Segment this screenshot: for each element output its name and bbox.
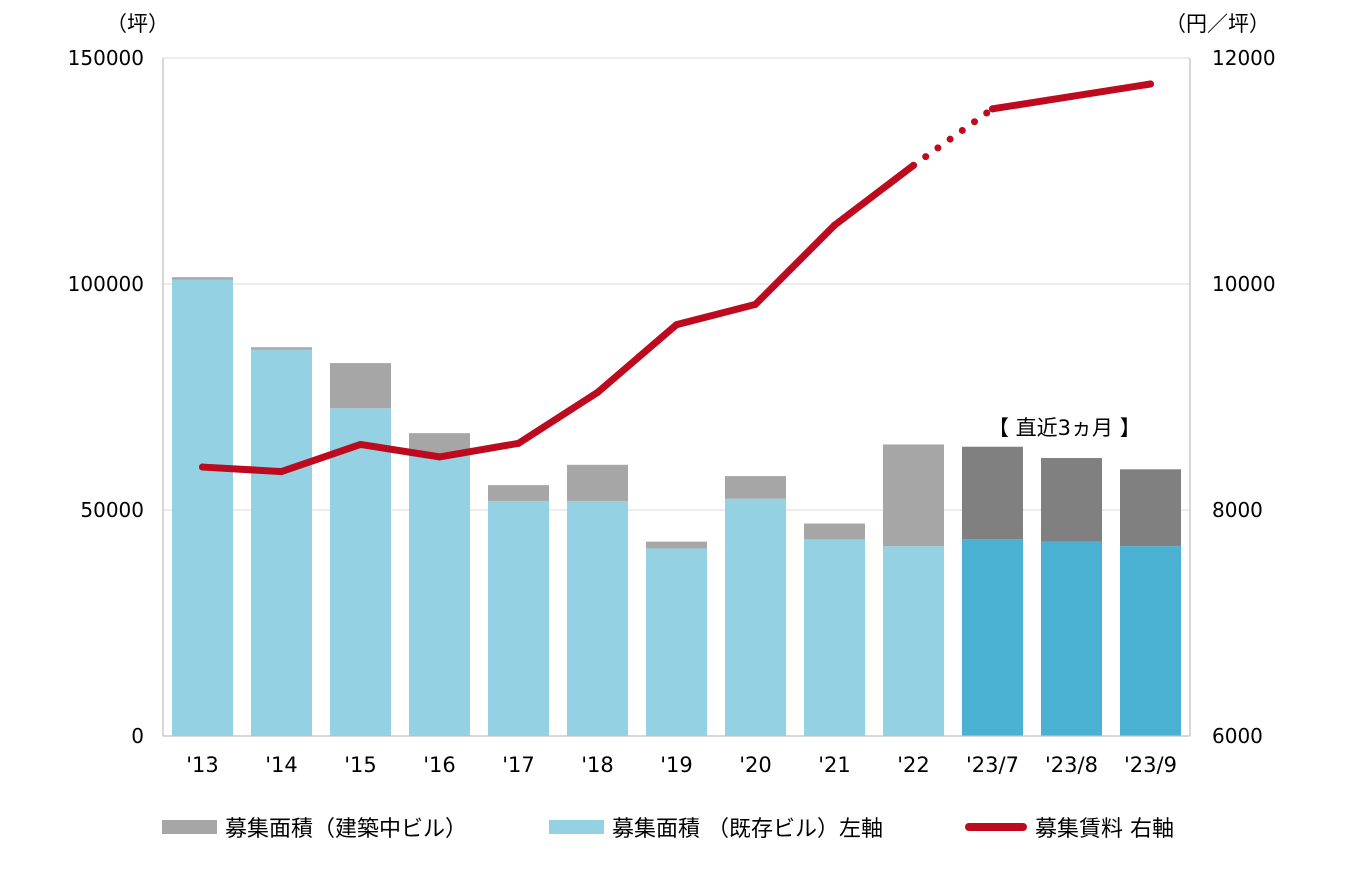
- bar-existing: [1120, 546, 1181, 736]
- x-axis-labels: '13 '14 '15 '16 '17 '18 '19 '20 '21 '22 '23/7 '23/8…: [186, 753, 1177, 777]
- bar-existing: [804, 539, 865, 736]
- rent-line: [199, 80, 1154, 476]
- legend-item-existing: 募集面積 （既存ビル）左軸: [549, 810, 883, 844]
- x-tick-label: '13: [186, 753, 219, 777]
- right-tick-label: 6000: [1212, 724, 1263, 748]
- bar-construction: [646, 541, 707, 549]
- legend-label-rent: 募集賃料 右軸: [1035, 817, 1174, 842]
- bar-existing: [567, 500, 628, 736]
- rent-point: [831, 221, 838, 229]
- bar-construction: [488, 485, 549, 501]
- bar-construction: [330, 363, 391, 409]
- rent-point: [989, 105, 996, 113]
- bar-existing: [883, 546, 944, 736]
- x-tick-label: '22: [897, 753, 930, 777]
- left-tick-label: 100000: [68, 272, 144, 296]
- bar-construction: [962, 446, 1023, 540]
- legend-swatch-rent: [965, 823, 1027, 831]
- x-tick-label: '16: [423, 753, 456, 777]
- legend-item-rent: 募集賃料 右軸: [965, 810, 1174, 844]
- x-tick-label: '21: [818, 753, 851, 777]
- right-tick-label: 12000: [1212, 46, 1276, 70]
- recent-months-annotation: 【 直近3ヵ月 】: [988, 416, 1141, 440]
- bar-construction: [883, 444, 944, 547]
- left-tick-label: 50000: [80, 498, 144, 522]
- bar-existing: [251, 349, 312, 736]
- bar-construction: [1041, 458, 1102, 542]
- rent-line-segment: [199, 161, 917, 476]
- left-axis-ticks: 0 50000 100000 150000: [68, 46, 144, 748]
- x-tick-label: '20: [739, 753, 772, 777]
- rent-point: [278, 468, 285, 476]
- right-tick-label: 10000: [1212, 272, 1276, 296]
- left-tick-label: 150000: [68, 46, 144, 70]
- bar-existing: [725, 498, 786, 736]
- gridlines: [163, 57, 1190, 511]
- right-axis-unit: （円／坪）: [1165, 12, 1270, 36]
- bar-existing: [172, 279, 233, 736]
- x-tick-label: '23/8: [1045, 753, 1098, 777]
- x-tick-label: '17: [502, 753, 535, 777]
- bar-existing: [646, 548, 707, 736]
- legend-item-construction: 募集面積（建築中ビル）: [162, 810, 467, 844]
- bar-construction: [567, 464, 628, 501]
- bar-construction: [409, 433, 470, 454]
- legend-label-construction: 募集面積（建築中ビル）: [225, 817, 468, 842]
- x-tick-label: '19: [660, 753, 693, 777]
- bar-construction: [251, 347, 312, 350]
- left-axis-unit: （坪）: [106, 12, 169, 36]
- bars: [172, 277, 1181, 736]
- x-tick-label: '18: [581, 753, 614, 777]
- rent-point: [910, 161, 917, 169]
- rent-point: [752, 300, 759, 308]
- bar-construction: [725, 476, 786, 499]
- bar-construction: [172, 277, 233, 280]
- right-tick-label: 8000: [1212, 498, 1263, 522]
- legend-label-existing: 募集面積 （既存ビル）左軸: [612, 817, 883, 842]
- rent-line-dotted-segment: [910, 105, 996, 169]
- legend-swatch-existing: [549, 820, 604, 834]
- bar-construction: [804, 523, 865, 540]
- x-tick-label: '15: [344, 753, 377, 777]
- x-tick-label: '23/7: [966, 753, 1019, 777]
- bar-construction: [1120, 469, 1181, 547]
- x-tick-label: '14: [265, 753, 298, 777]
- bar-existing: [330, 408, 391, 736]
- right-axis-ticks: 6000 8000 10000 12000: [1212, 46, 1276, 748]
- bar-existing: [488, 500, 549, 736]
- rent-point: [1147, 80, 1154, 88]
- rent-point: [436, 453, 443, 461]
- x-tick-label: '23/9: [1124, 753, 1177, 777]
- bar-existing: [962, 539, 1023, 736]
- bar-existing: [1041, 541, 1102, 736]
- rent-point: [594, 388, 601, 396]
- rent-point: [199, 463, 206, 471]
- legend-swatch-construction: [162, 820, 217, 834]
- rent-point: [515, 439, 522, 447]
- rent-point: [673, 321, 680, 329]
- rent-point: [1068, 92, 1075, 100]
- axes: [162, 58, 1191, 737]
- rent-point: [357, 440, 364, 448]
- bar-existing: [409, 453, 470, 736]
- left-tick-label: 0: [131, 724, 144, 748]
